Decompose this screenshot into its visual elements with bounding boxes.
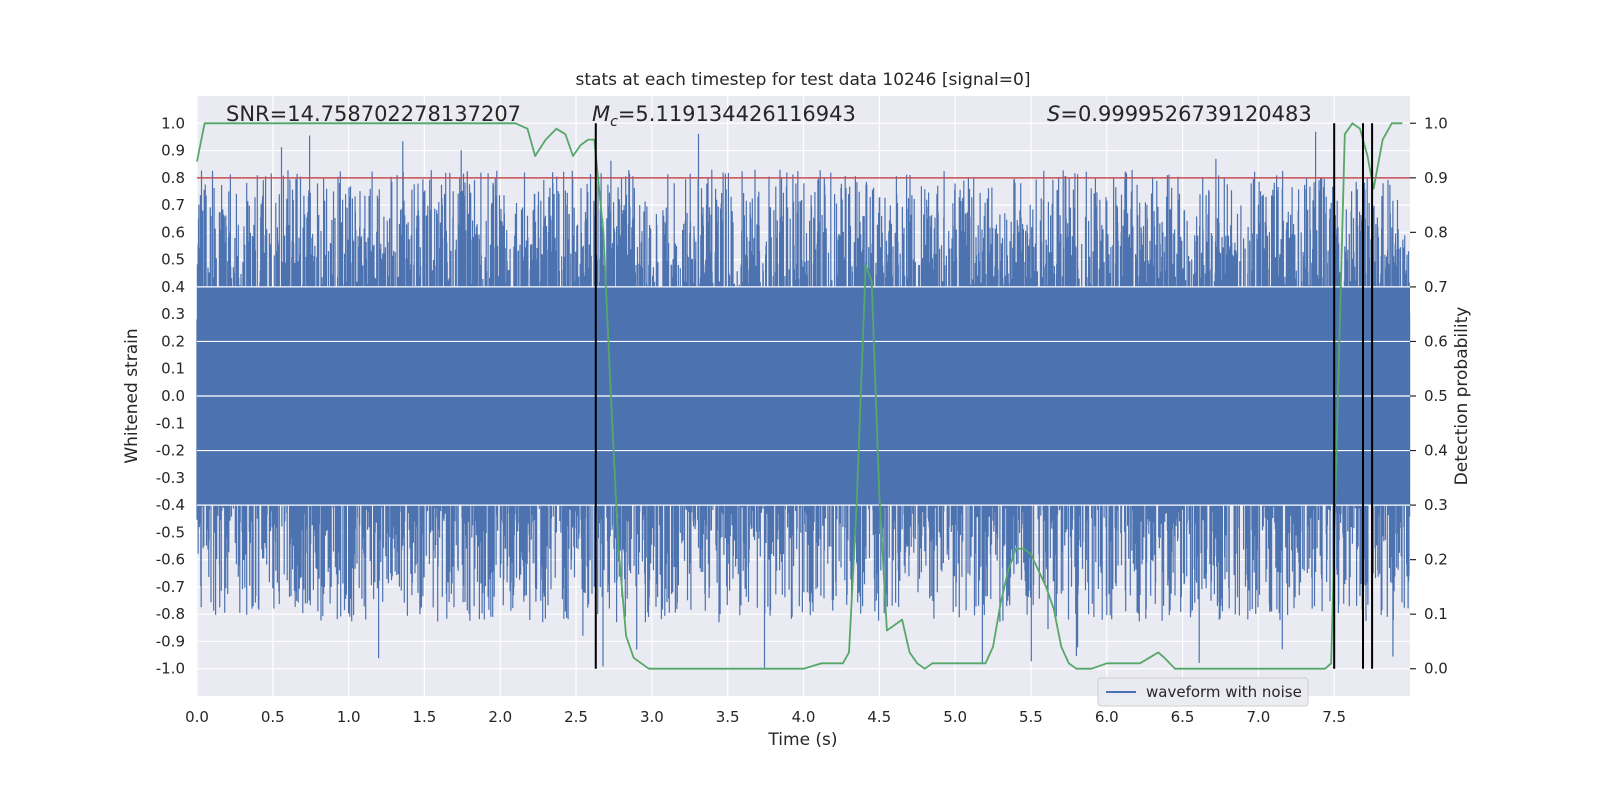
- y2-tick-label: 0.6: [1424, 332, 1448, 350]
- y-tick-label: 0.8: [161, 169, 185, 187]
- y-tick-label: -0.8: [156, 605, 185, 623]
- s-annotation: S=0.9999526739120483: [1047, 102, 1312, 126]
- x-tick-label: 5.0: [943, 708, 967, 726]
- y2-tick-labels: 1.0 0.9 0.8 0.7 0.6 0.5 0.4 0.3 0.2 0.1 0.0: [1410, 114, 1448, 678]
- x-tick-label: 3.0: [640, 708, 664, 726]
- y2-tick-label: 0.8: [1424, 223, 1448, 241]
- x-tick-label: 1.5: [413, 708, 437, 726]
- x-tick-label: 4.5: [867, 708, 891, 726]
- waveform-series: [196, 131, 1411, 668]
- y-tick-label: 0.3: [161, 305, 185, 323]
- y2-tick-label: 0.0: [1424, 660, 1448, 678]
- y-tick-label: -0.6: [156, 551, 185, 569]
- chart-title: stats at each timestep for test data 102…: [576, 70, 1031, 90]
- y-tick-label: -0.4: [156, 496, 185, 514]
- y-tick-label: -1.0: [156, 660, 185, 678]
- y2-tick-label: 0.2: [1424, 551, 1448, 569]
- probability-series: [196, 122, 1403, 670]
- y-tick-label: 0.2: [161, 332, 185, 350]
- y-tick-label: 0.0: [161, 387, 185, 405]
- y-tick-label: 0.1: [161, 360, 185, 378]
- y-tick-label: 0.4: [161, 278, 185, 296]
- x-tick-label: 0.5: [261, 708, 285, 726]
- x-tick-label: 3.5: [716, 708, 740, 726]
- mc-subscript: c: [610, 114, 618, 130]
- vertical-markers: [594, 123, 1374, 669]
- x-tick-label: 7.5: [1322, 708, 1346, 726]
- x-tick-label: 5.5: [1019, 708, 1043, 726]
- y2-axis-label: Detection probability: [1452, 307, 1472, 486]
- y-tick-label: -0.2: [156, 442, 185, 460]
- y-axis-label: Whitened strain: [122, 328, 142, 463]
- legend-box: [1097, 677, 1309, 707]
- y2-tick-label: 0.5: [1424, 387, 1448, 405]
- y-tick-label: -0.7: [156, 578, 185, 596]
- x-tick-label: 6.0: [1095, 708, 1119, 726]
- y-tick-label: -0.1: [156, 414, 185, 432]
- legend-label: waveform with noise: [1146, 683, 1302, 701]
- snr-annotation: SNR=14.758702278137207: [226, 102, 521, 126]
- y2-tick-label: 0.7: [1424, 278, 1448, 296]
- mc-value: =5.119134426116943: [618, 102, 856, 126]
- y2-tick-label: 0.4: [1424, 442, 1448, 460]
- y2-tick-label: 1.0: [1424, 114, 1448, 132]
- x-tick-labels: 0.0 0.5 1.0 1.5 2.0 2.5 3.0 3.5 4.0 4.5 5.0 5.5 6.0 6…: [185, 708, 1346, 726]
- y2-tick-label: 0.9: [1424, 169, 1448, 187]
- x-tick-label: 2.5: [564, 708, 588, 726]
- x-tick-label: 2.0: [488, 708, 512, 726]
- y-tick-label: -0.5: [156, 523, 185, 541]
- mc-symbol: M: [592, 102, 610, 126]
- x-tick-label: 7.0: [1246, 708, 1270, 726]
- y-tick-label: 1.0: [161, 114, 185, 132]
- s-symbol: S: [1047, 102, 1060, 126]
- legend: waveform with noise: [1097, 677, 1309, 707]
- y2-tick-label: 0.3: [1424, 496, 1448, 514]
- x-tick-label: 0.0: [185, 708, 209, 726]
- y-tick-labels: 1.0 0.9 0.8 0.7 0.6 0.5 0.4 0.3 0.2 0.1 0.0 -0.1 -0.…: [156, 114, 185, 677]
- x-tick-label: 1.0: [337, 708, 361, 726]
- mc-annotation: Mc=5.119134426116943: [592, 102, 856, 130]
- y-tick-label: 0.6: [161, 223, 185, 241]
- probability-line: [196, 122, 1403, 670]
- y-tick-label: 0.7: [161, 196, 185, 214]
- x-axis-label: Time (s): [767, 730, 837, 750]
- y-tick-label: -0.3: [156, 469, 185, 487]
- y-tick-label: -0.9: [156, 632, 185, 650]
- y2-tick-label: 0.1: [1424, 605, 1448, 623]
- x-tick-label: 6.5: [1171, 708, 1195, 726]
- s-value: =0.9999526739120483: [1060, 102, 1311, 126]
- y-tick-label: 0.9: [161, 142, 185, 160]
- x-tick-label: 4.0: [792, 708, 816, 726]
- y-tick-label: 0.5: [161, 251, 185, 269]
